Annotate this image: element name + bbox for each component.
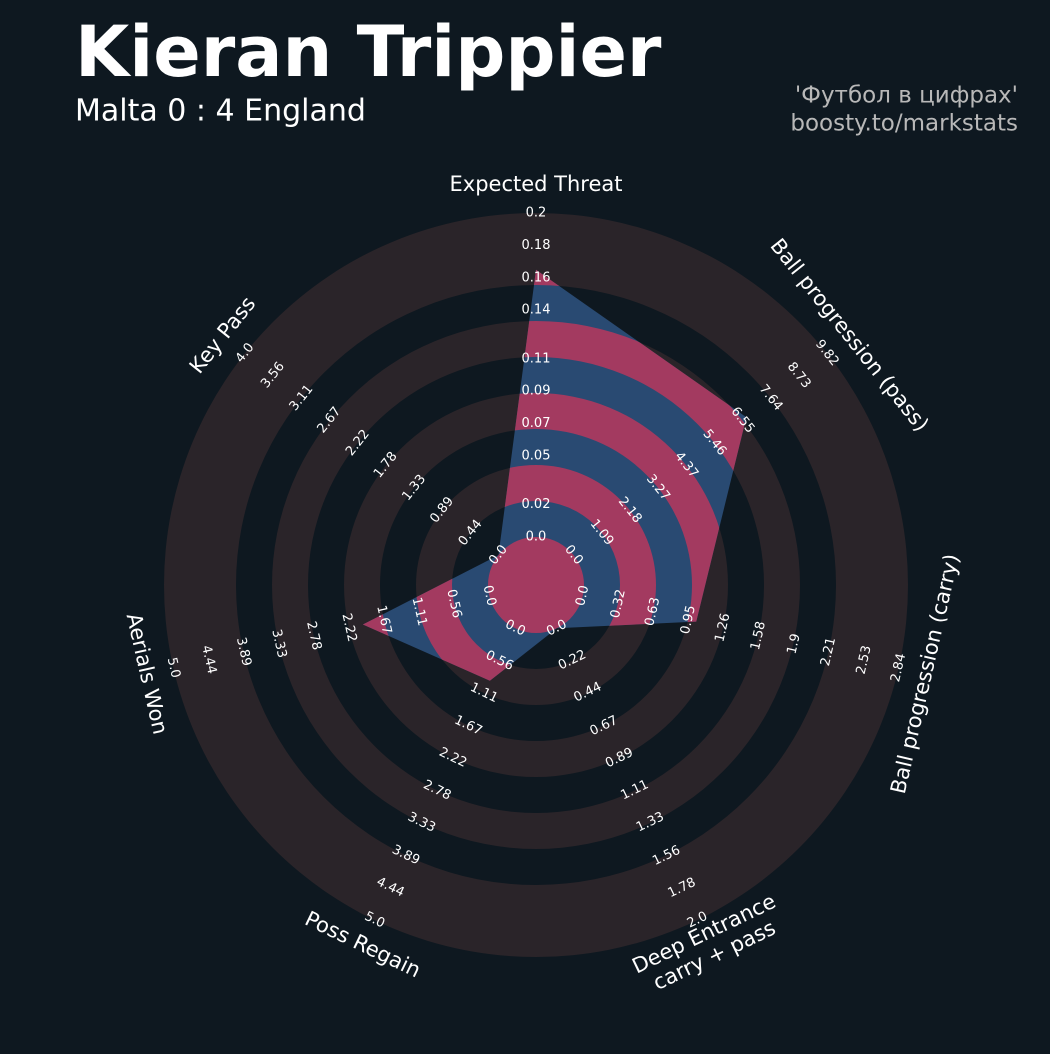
- tick-label: 2.21: [818, 636, 839, 668]
- credit: 'Футбол в цифрах': [795, 83, 1018, 109]
- tick-label: 0.02: [522, 497, 551, 512]
- tick-label: 0.0: [526, 530, 547, 545]
- tick-label: 3.89: [233, 636, 254, 668]
- tick-label: 0.14: [522, 303, 551, 318]
- tick-label: 0.18: [522, 238, 551, 253]
- tick-label: 5.0: [164, 656, 183, 680]
- chart-subtitle: Malta 0 : 4 England: [75, 94, 366, 129]
- tick-label: 0.0: [480, 584, 499, 608]
- tick-label: 2.78: [303, 620, 324, 652]
- param-label: Expected Threat: [450, 172, 623, 196]
- tick-label: 1.11: [409, 596, 430, 628]
- param-label-line: Aerials Won: [122, 611, 173, 737]
- tick-label: 1.26: [712, 612, 733, 644]
- param-label-line: Expected Threat: [450, 172, 623, 196]
- tick-label: 4.44: [198, 644, 219, 676]
- tick-label: 0.56: [443, 588, 464, 620]
- tick-label: 0.09: [522, 384, 551, 399]
- tick-label: 0.11: [522, 351, 551, 366]
- tick-label: 0.07: [522, 416, 551, 431]
- tick-label: 1.67: [373, 604, 394, 636]
- tick-label: 0.2: [526, 206, 547, 221]
- tick-label: 0.63: [642, 596, 663, 628]
- tick-label: 0.95: [678, 604, 699, 636]
- tick-label: 0.32: [608, 588, 629, 620]
- tick-label: 2.53: [854, 644, 875, 676]
- tick-label: 3.33: [268, 628, 289, 660]
- tick-label: 0.0: [573, 584, 592, 608]
- tick-label: 2.84: [888, 652, 909, 684]
- tick-label: 1.9: [785, 632, 804, 656]
- credit: boosty.to/markstats: [790, 111, 1018, 137]
- tick-label: 2.22: [338, 612, 359, 644]
- tick-label: 0.16: [522, 270, 551, 285]
- chart-title: Kieran Trippier: [75, 11, 662, 93]
- param-label: Aerials Won: [122, 611, 173, 737]
- tick-label: 0.05: [522, 449, 551, 464]
- tick-label: 1.58: [748, 620, 769, 652]
